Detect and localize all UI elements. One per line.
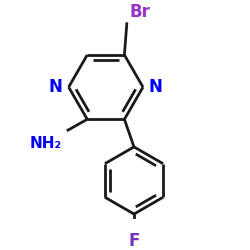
Text: N: N	[149, 78, 163, 96]
Text: N: N	[49, 78, 63, 96]
Text: NH₂: NH₂	[30, 136, 62, 151]
Text: Br: Br	[130, 3, 150, 21]
Text: F: F	[128, 232, 140, 250]
